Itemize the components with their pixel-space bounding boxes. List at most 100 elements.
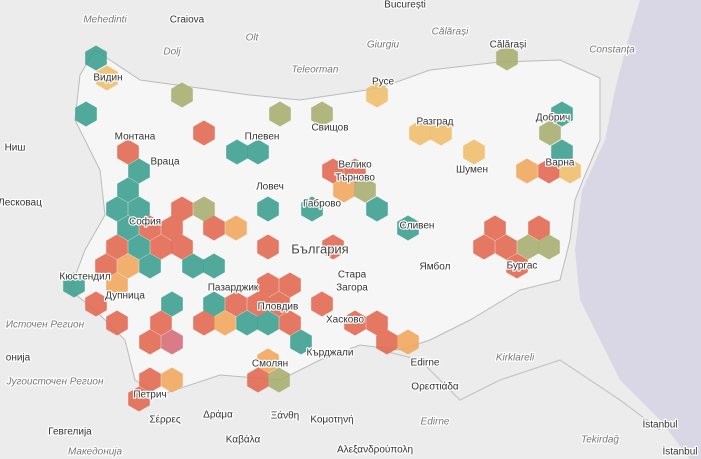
hex-bin [495, 234, 517, 260]
place-label: Καβάλα [226, 434, 261, 446]
hex-bin [139, 253, 161, 279]
hex-bin [117, 215, 139, 241]
hex-bin [117, 139, 139, 165]
hex-bin [344, 310, 366, 336]
hex-bin [496, 45, 518, 71]
hex-bin [214, 310, 236, 336]
hex-bin [150, 234, 172, 260]
hex-bin [106, 234, 128, 260]
place-label: Македонија [68, 447, 123, 458]
place-label: Constanța [589, 45, 635, 56]
place-label: Видин [93, 73, 122, 84]
hex-bin [366, 82, 388, 108]
place-label: Разград [417, 117, 454, 128]
hex-bin [150, 310, 172, 336]
place-label: Лесковац [0, 198, 42, 209]
place-label: București [384, 0, 426, 11]
place-label: Tekirdağ [581, 435, 619, 446]
hex-bin [322, 158, 344, 184]
place-label: Giurgiu [367, 40, 400, 51]
place-label: Ορεστιάδα [411, 381, 459, 393]
hex-bin [538, 234, 560, 260]
hex-bin [247, 139, 269, 165]
place-label: Русе [372, 77, 395, 88]
road [379, 349, 661, 431]
place-label: Источен Регион [6, 320, 85, 331]
place-label: онија [6, 353, 31, 364]
hex-bin [268, 367, 290, 393]
hex-bin [128, 386, 150, 412]
place-label: Шумен [456, 165, 488, 176]
place-label: Αλεξανδρούπολη [337, 444, 413, 456]
place-label: Бургас [507, 261, 538, 272]
place-label: Монтана [115, 132, 156, 143]
hex-bin [551, 139, 573, 165]
hex-bin [257, 234, 279, 260]
hex-bin [376, 329, 398, 355]
place-label: Σέρρες [149, 414, 180, 426]
hex-bin [171, 82, 193, 108]
hex-bin [225, 291, 247, 317]
hex-bin [171, 196, 193, 222]
hex-bin [203, 253, 225, 279]
hex-bin [236, 310, 258, 336]
hex-bin [366, 196, 388, 222]
hex-bin [128, 158, 150, 184]
hex-bin [517, 234, 539, 260]
place-label: Плевен [245, 132, 280, 143]
place-label: Călărași [490, 40, 527, 51]
hex-bin [484, 215, 506, 241]
hex-bin [203, 215, 225, 241]
place-label: Габрово [303, 198, 341, 210]
hex-bin [106, 272, 128, 298]
place-label: Ниш [5, 143, 26, 154]
hex-bin [106, 196, 128, 222]
place-label: Смолян [252, 359, 288, 370]
hex-bin [257, 196, 279, 222]
hex-bin [193, 196, 215, 222]
place-label: İstanbul [662, 445, 697, 458]
place-label: Пазарджик [208, 283, 259, 294]
hex-bin [257, 348, 279, 374]
place-label: Гевгелија [48, 427, 92, 438]
hex-bin [161, 367, 183, 393]
place-label: Mehedinti [83, 15, 127, 26]
place-label: Κομοτηνή [310, 414, 353, 426]
hex-bin [161, 215, 183, 241]
hex-bin [506, 253, 528, 279]
hex-bin [311, 101, 333, 127]
hex-bin [128, 196, 150, 222]
hex-bin [225, 215, 247, 241]
place-label: Kirklareli [496, 353, 535, 364]
place-label: Сливен [400, 221, 435, 232]
place-label: България [291, 241, 348, 256]
hex-bin [257, 272, 279, 298]
hex-bin [473, 234, 495, 260]
place-label: Кърджали [307, 348, 354, 359]
hex-bin [344, 158, 366, 184]
hex-bin [139, 215, 161, 241]
hex-bin [63, 272, 85, 298]
place-label: Кюстендил [59, 272, 110, 283]
hex-bin [128, 234, 150, 260]
hex-bin [268, 291, 290, 317]
place-label: Ямбол [420, 261, 451, 273]
hex-bin [106, 310, 128, 336]
hex-bin [397, 215, 419, 241]
hex-bin [193, 120, 215, 146]
hex-bin [430, 120, 452, 146]
hex-bin [354, 177, 376, 203]
place-label: Călărași [432, 27, 469, 38]
hex-bin [551, 101, 573, 127]
hex-bin [279, 272, 301, 298]
hex-bin [161, 329, 183, 355]
hex-bin [366, 310, 388, 336]
hex-bin [139, 329, 161, 355]
place-label: Пловдив [258, 302, 299, 313]
place-label: Търново [335, 173, 375, 184]
place-label: Велико [338, 160, 372, 171]
hex-bin [516, 158, 538, 184]
hex-bin [409, 120, 431, 146]
hex-bin [559, 158, 581, 184]
